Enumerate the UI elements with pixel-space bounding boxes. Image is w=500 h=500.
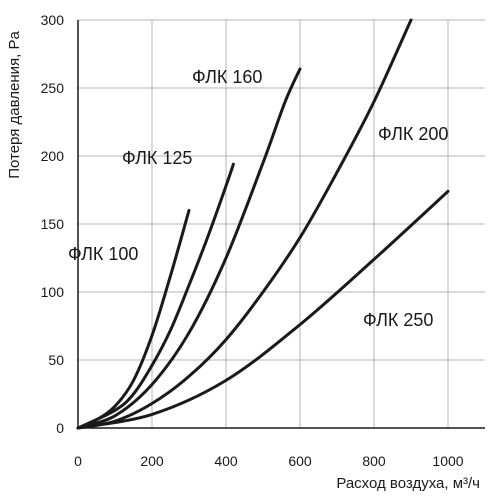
series-line (76, 67, 302, 430)
curves (76, 18, 450, 430)
y-tick-label: 100 (41, 284, 65, 300)
x-tick-label: 1000 (432, 453, 463, 469)
x-tick-label: 400 (214, 453, 238, 469)
series-label: ФЛК 125 (122, 148, 192, 168)
y-tick-label: 300 (41, 12, 65, 28)
y-tick-label: 250 (41, 80, 65, 96)
series-line (76, 162, 235, 430)
series-line (76, 189, 450, 430)
x-tick-label: 0 (74, 453, 82, 469)
y-axis-label: Потеря давления, Pa (6, 31, 23, 179)
x-tick-label: 800 (362, 453, 386, 469)
y-tick-label: 0 (56, 420, 64, 436)
series-label: ФЛК 250 (363, 310, 433, 330)
series-label: ФЛК 160 (192, 67, 262, 87)
axes (77, 20, 485, 429)
series-labels: ФЛК 100 ФЛК 125 ФЛК 160 ФЛК 200 ФЛК 250 (68, 67, 448, 330)
y-tick-label: 150 (41, 216, 65, 232)
x-axis-label: Расход воздуха, м³/ч (336, 475, 480, 492)
y-tick-label: 200 (41, 148, 65, 164)
series-line (76, 18, 413, 430)
y-tick-label: 50 (48, 352, 64, 368)
grid (78, 19, 485, 428)
series-label: ФЛК 100 (68, 244, 138, 264)
x-tick-labels: 0 200 400 600 800 1000 (74, 453, 464, 469)
x-tick-label: 600 (288, 453, 312, 469)
y-tick-labels: 0 50 100 150 200 250 300 (41, 12, 65, 436)
x-tick-label: 200 (140, 453, 164, 469)
series-label: ФЛК 200 (378, 124, 448, 144)
